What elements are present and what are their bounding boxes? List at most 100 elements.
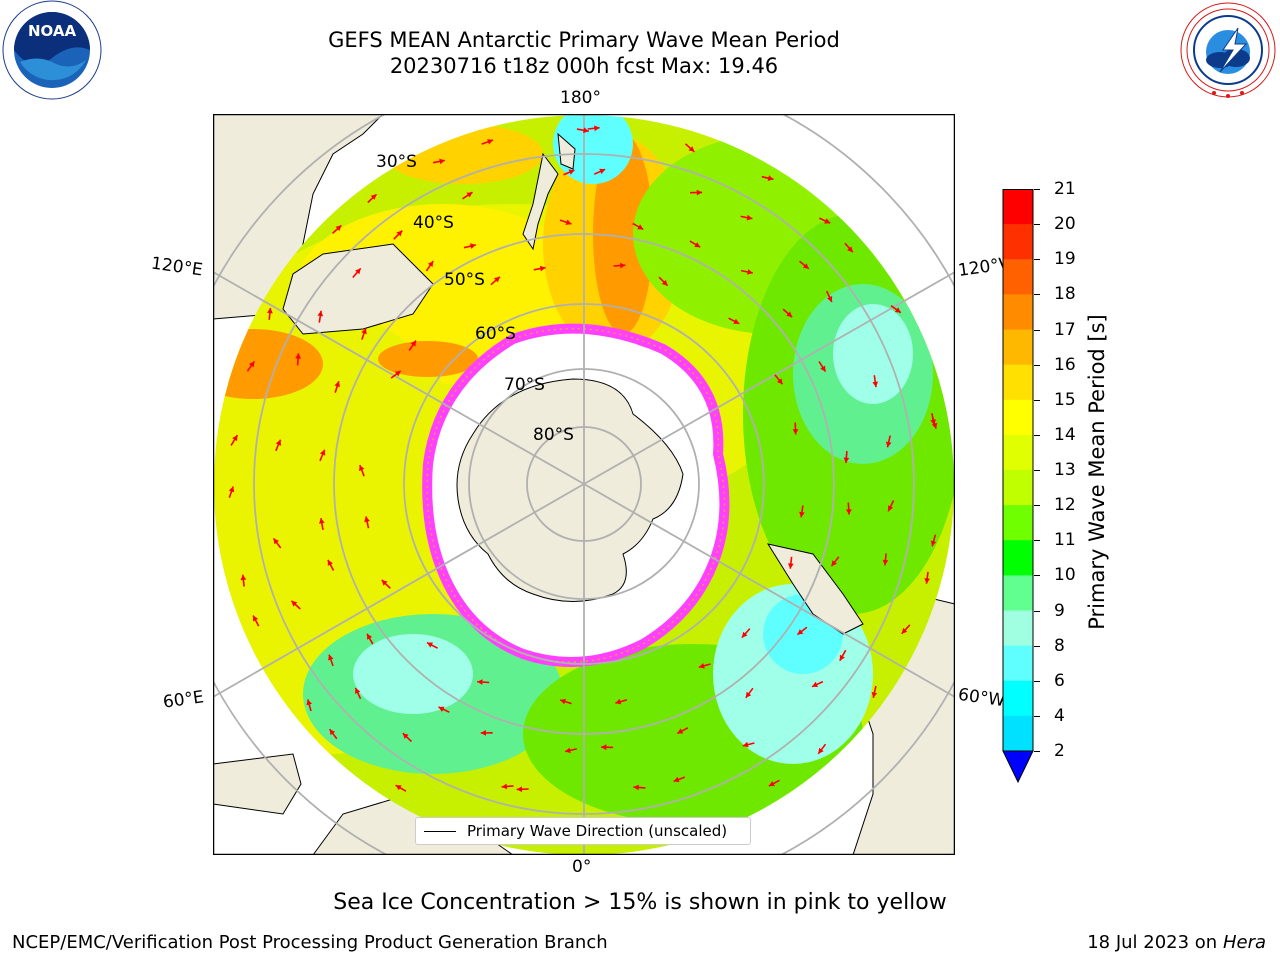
colorbar-segment (1003, 645, 1033, 682)
wave-arrow-head (901, 627, 908, 634)
wave-arrow-head (328, 654, 334, 661)
wave-arrow-head (767, 175, 774, 181)
wave-arrow-head (359, 465, 365, 471)
wave-arrow-head (741, 631, 748, 638)
colorbar-tick-label: 6 (1054, 670, 1065, 691)
wave-arrow-head (747, 269, 753, 275)
wave-arrow-head (843, 457, 850, 463)
wave-arrow-head (364, 516, 370, 523)
wave-direction-arrows (228, 125, 938, 840)
lon-label-180: 180° (560, 88, 601, 108)
lat-label-60s: 60°S (475, 324, 516, 344)
colorbar-segment (1003, 434, 1033, 471)
wave-arrow-head (768, 781, 775, 787)
wave-arrow-head (661, 279, 668, 286)
colorbar-tick-label: 13 (1054, 460, 1076, 480)
wave-arrow-head (494, 276, 500, 283)
colorbar-tick-mark (1034, 610, 1040, 612)
wave-arrow-head (361, 328, 367, 335)
wave-arrow-head (924, 578, 930, 584)
colorbar-tick-label: 4 (1054, 705, 1065, 726)
wave-arrow-head (565, 747, 571, 754)
wave-arrow-head (539, 265, 546, 272)
colorbar-tick-label: 2 (1054, 741, 1065, 761)
colorbar-segment (1003, 224, 1033, 260)
wave-arrow-head (620, 262, 626, 269)
wave-arrow-head (594, 125, 600, 132)
sea-ice-note: Sea Ice Concentration > 15% is shown in … (333, 890, 947, 915)
wave-arrow-head (812, 681, 818, 687)
colorbar-extend-triangle (1002, 750, 1034, 784)
colorbar-tick-label: 19 (1054, 249, 1076, 270)
wave-arrow-head (599, 168, 606, 175)
colorbar-segment (1003, 575, 1033, 611)
colorbar-tick-mark (1034, 751, 1040, 752)
wave-arrow-head (568, 169, 575, 175)
wave-arrow-head (673, 776, 680, 783)
wave-arrow-head (381, 580, 388, 586)
colorbar-segment (1003, 610, 1033, 647)
colorbar-tick-mark (1034, 470, 1040, 471)
colorbar-segment (1003, 364, 1033, 401)
wave-arrow-head (818, 747, 824, 754)
wave-arrow-head (319, 449, 326, 456)
lat-label-40s: 40°S (413, 213, 454, 233)
wave-arrow-head (228, 486, 235, 493)
lat-label-80s: 80°S (533, 425, 574, 445)
lat-label-70s: 70°S (504, 375, 545, 395)
wave-arrow-head (487, 139, 493, 145)
wave-arrow-head (637, 224, 644, 230)
wave-arrow-head (410, 340, 416, 347)
legend-line (424, 831, 456, 832)
wave-arrow-head (565, 219, 572, 225)
wave-arrow-head (395, 785, 402, 791)
wave-arrow-head (439, 158, 445, 165)
wave-arrow-head (698, 663, 705, 669)
colorbar-segment (1003, 470, 1033, 506)
legend-label: Primary Wave Direction (unscaled) (467, 822, 728, 840)
wave-arrow-head (839, 654, 845, 661)
antarctic-map (212, 113, 956, 856)
lon-label-60w: 60°W (956, 684, 1007, 712)
page-title: GEFS MEAN Antarctic Primary Wave Mean Pe… (328, 28, 840, 52)
wave-arrow-head (466, 192, 473, 198)
footer-credit: NCEP/EMC/Verification Post Processing Pr… (12, 932, 608, 953)
colorbar-tick-label: 18 (1054, 284, 1076, 305)
colorbar-tick-mark (1034, 575, 1040, 577)
lat-label-50s: 50°S (444, 270, 485, 290)
wave-arrow-head (355, 687, 361, 694)
wave-arrow-head (319, 518, 325, 524)
wave-arrow-head (275, 439, 282, 446)
wave-arrow-head (306, 699, 312, 706)
wave-arrow-head (696, 189, 703, 196)
colorbar-tick-mark (1034, 364, 1040, 366)
wave-arrow-head (240, 574, 247, 581)
colorbar (1002, 189, 1034, 784)
colorbar-tick-label: 14 (1054, 424, 1076, 445)
wave-arrow-head (335, 225, 342, 231)
wave-arrow-head (355, 268, 361, 275)
wave-arrow-head (560, 698, 566, 705)
wave-arrow-head (930, 540, 937, 547)
colorbar-tick-label: 15 (1054, 389, 1076, 410)
colorbar-tick-label: 8 (1054, 635, 1065, 656)
wave-arrow-head (291, 600, 298, 607)
lon-label-60e: 60°E (161, 687, 206, 713)
wave-arrow-head (742, 741, 749, 748)
colorbar-tick-label: 9 (1054, 600, 1065, 621)
colorbar-tick-mark (1034, 540, 1040, 542)
wave-arrow-head (888, 505, 894, 512)
colorbar-tick-mark (1034, 645, 1040, 647)
wave-arrow-head (295, 353, 301, 359)
colorbar-segment (1003, 329, 1033, 366)
wave-arrow-head (799, 511, 805, 518)
colorbar-label: Primary Wave Mean Period [s] (1085, 314, 1109, 630)
colorbar-tick-label: 11 (1054, 530, 1076, 551)
wave-arrow-head (694, 242, 701, 248)
wave-arrow-head (802, 263, 809, 269)
colorbar-tick-label: 16 (1054, 354, 1076, 375)
noaa-logo: NOAA (2, 0, 102, 100)
wave-arrow-head (882, 559, 889, 566)
wave-arrow-head (249, 361, 255, 368)
colorbar-segment (1003, 680, 1033, 717)
